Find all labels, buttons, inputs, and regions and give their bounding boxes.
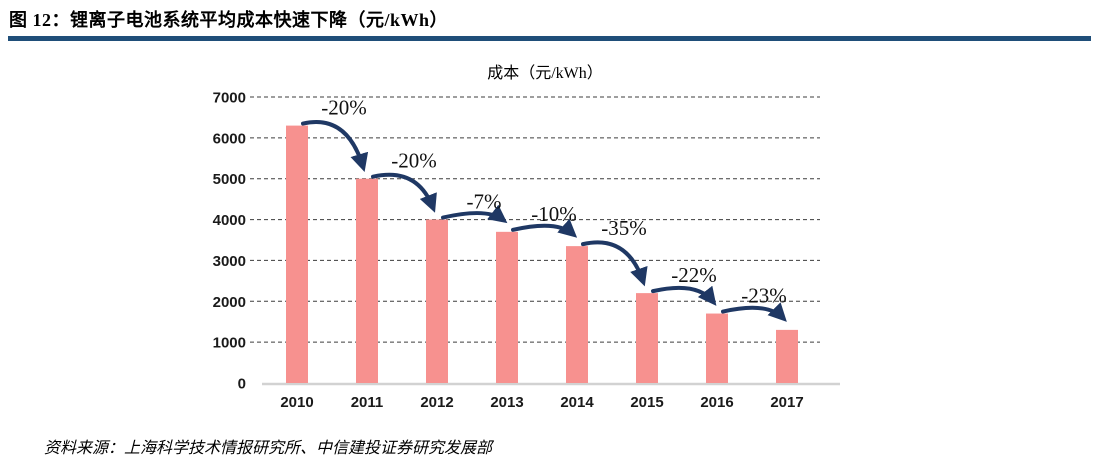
annotation-2010-2011: -20% [321,96,367,120]
decline-arrow-2013-2014 [511,218,578,238]
figure-title: 图 12：锂离子电池系统平均成本快速下降（元/kWh） [9,10,449,30]
annotation-2015-2016: -22% [671,263,717,287]
y-tick-4000: 4000 [213,212,246,229]
x-tick-2010: 2010 [280,394,313,411]
bar-2013 [496,231,518,383]
decline-arrow-2016-2017 [721,302,787,322]
bar-2011 [356,178,378,383]
y-tick-7000: 7000 [213,90,246,107]
bar-2014 [566,246,588,383]
x-tick-2013: 2013 [490,394,523,411]
annotation-2012-2013: -7% [467,190,502,214]
bar-2015 [636,293,658,383]
bar-2010 [286,125,308,383]
x-tick-2016: 2016 [700,394,733,411]
y-tick-5000: 5000 [213,171,246,188]
cost-chart: 0 1000 2000 3000 4000 5000 6000 7000 2010 2011 201… [213,90,840,411]
decline-arrow-2010-2011 [301,120,369,172]
annotation-2016-2017: -23% [741,284,787,308]
source-note: 资料来源：上海科学技术情报研究所、中信建投证券研究发展部 [44,440,493,457]
annotation-2013-2014: -10% [531,202,577,226]
x-tick-2014: 2014 [560,394,594,411]
x-tick-2011: 2011 [351,394,384,411]
decline-arrow-2012-2013 [441,204,508,224]
annotation-2011-2012: -20% [391,149,437,173]
y-tick-3000: 3000 [213,253,246,270]
decline-arrow-2014-2015 [581,240,648,287]
bar-2017 [776,329,798,383]
chart-title: 成本（元/kWh） [487,65,603,82]
title-underline [8,36,1091,41]
x-tick-2015: 2015 [630,394,663,411]
y-tick-6000: 6000 [213,130,246,147]
y-tick-2000: 2000 [213,294,246,311]
decline-arrow-2015-2016 [651,285,717,306]
x-tick-2012: 2012 [420,394,453,411]
annotation-2014-2015: -35% [601,216,647,240]
y-tick-0: 0 [238,376,246,393]
bar-2012 [426,219,448,383]
decline-arrow-2011-2012 [371,172,437,213]
y-tick-1000: 1000 [213,335,246,352]
bar-2016 [706,313,728,383]
x-tick-2017: 2017 [770,394,803,411]
